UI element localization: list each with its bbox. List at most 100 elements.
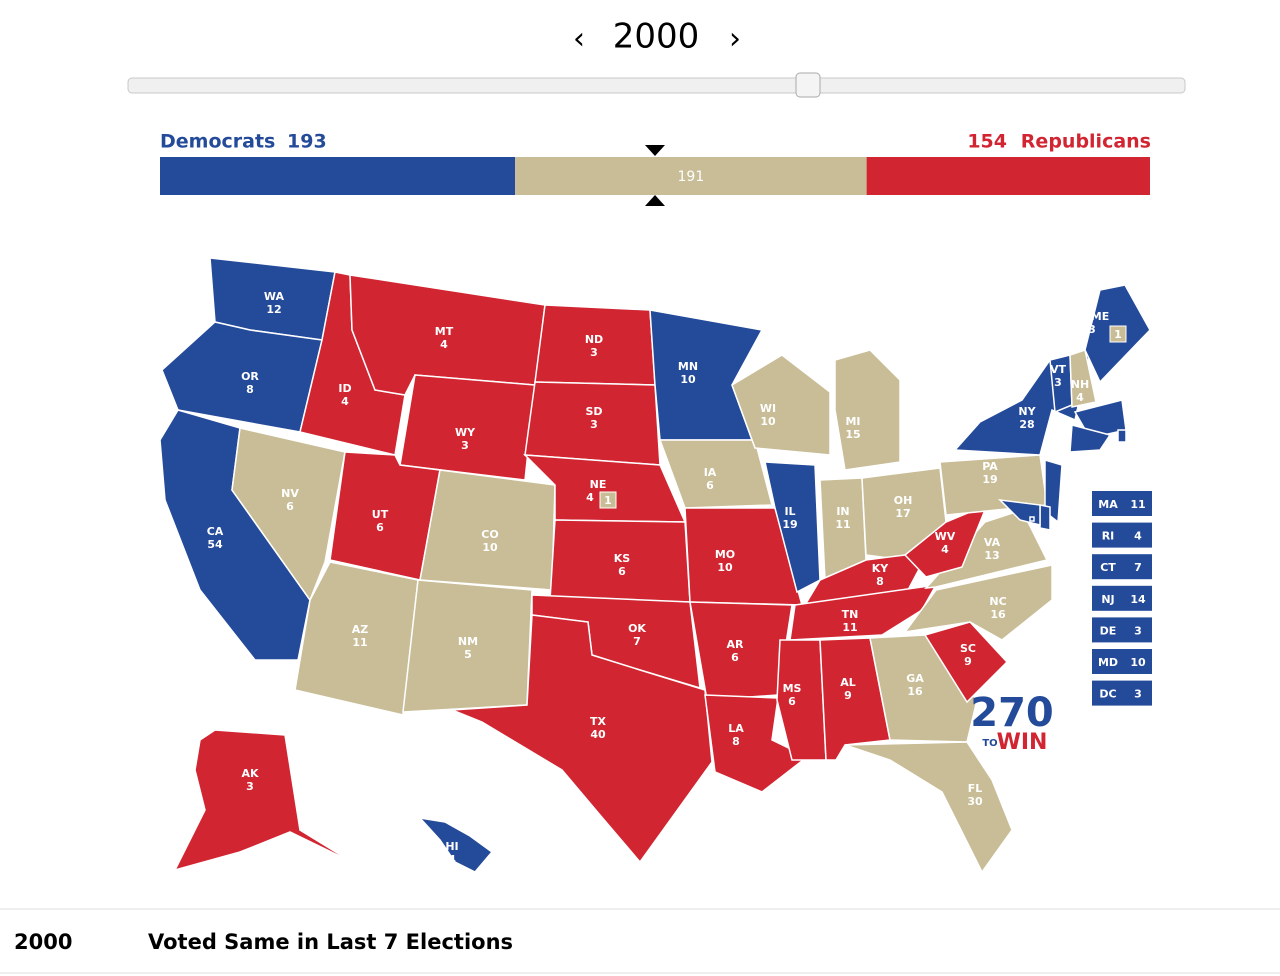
state xyxy=(231,427,346,602)
state-votes: 16 xyxy=(907,685,923,698)
state-box[interactable] xyxy=(1092,522,1152,548)
state-votes: 4 xyxy=(1076,391,1084,404)
state-abbr: LA xyxy=(728,722,744,735)
state-abbr: HI xyxy=(445,840,458,853)
state-votes: 17 xyxy=(895,507,910,520)
state-abbr: TX xyxy=(590,715,607,728)
slider-track[interactable] xyxy=(127,77,1186,94)
state-votes: 4 xyxy=(341,395,349,408)
state-abbr: MD xyxy=(1098,656,1118,669)
state-votes: 14 xyxy=(1130,593,1146,606)
state-votes: 3 xyxy=(1088,323,1096,336)
state-votes: 8 xyxy=(732,735,740,748)
marker-270 xyxy=(645,195,665,206)
state-abbr: DE xyxy=(1100,624,1117,637)
state-abbr: WY xyxy=(455,426,476,439)
state-abbr: NM xyxy=(458,635,478,648)
state-abbr: SD xyxy=(585,405,602,418)
state-abbr: ID xyxy=(338,382,351,395)
state-votes: 6 xyxy=(618,565,626,578)
state-abbr: IN xyxy=(836,505,849,518)
state-votes: 6 xyxy=(286,500,294,513)
state-abbr: FL xyxy=(968,782,983,795)
state-votes: 7 xyxy=(1134,561,1142,574)
state-abbr: NE xyxy=(590,478,607,491)
state-abbr: NC xyxy=(989,595,1006,608)
footer-year: 2000 xyxy=(14,930,72,954)
marker-270 xyxy=(645,145,665,156)
slider-thumb[interactable] xyxy=(795,72,821,98)
state-abbr: NH xyxy=(1071,378,1089,391)
state-abbr: UT xyxy=(372,508,389,521)
state-votes: 40 xyxy=(590,728,606,741)
state xyxy=(776,639,827,761)
state-box[interactable] xyxy=(1092,491,1152,516)
state-abbr: MS xyxy=(783,682,802,695)
state-abbr: NY xyxy=(1018,405,1036,418)
state-votes: 11 xyxy=(842,621,857,634)
state-votes: 4 xyxy=(941,543,949,556)
rep-label: Republicans xyxy=(1021,131,1151,153)
state-votes: 4 xyxy=(586,491,594,504)
state-votes: 15 xyxy=(845,428,860,441)
state-votes: 3 xyxy=(246,780,254,793)
state-abbr: MT xyxy=(435,325,454,338)
state-abbr: NV xyxy=(281,487,299,500)
state-abbr: MI xyxy=(845,415,860,428)
state-votes: 10 xyxy=(680,373,696,386)
state xyxy=(418,816,494,873)
state-votes: 4 xyxy=(448,853,456,866)
state xyxy=(689,601,793,701)
state-box[interactable] xyxy=(1092,554,1152,580)
state-abbr: KY xyxy=(872,562,890,575)
state-votes: 9 xyxy=(844,689,852,702)
state-abbr: MN xyxy=(678,360,698,373)
state xyxy=(1117,429,1127,443)
tossup-total: 191 xyxy=(678,169,705,185)
state-votes: 19 xyxy=(782,518,797,531)
state-abbr: VA xyxy=(984,536,1001,549)
split-box xyxy=(1109,325,1127,343)
state xyxy=(923,621,1009,704)
state-abbr: TN xyxy=(842,608,859,621)
state xyxy=(658,439,773,509)
next-year[interactable]: › xyxy=(729,22,741,57)
state-box[interactable] xyxy=(1092,617,1152,643)
logo-number: 270 xyxy=(970,690,1054,736)
state-abbr: DC xyxy=(1099,688,1116,701)
state-box[interactable] xyxy=(1092,585,1152,611)
state xyxy=(1069,424,1112,453)
state-abbr: CO xyxy=(481,528,498,541)
state-abbr: OH xyxy=(894,494,913,507)
state-votes: 10 xyxy=(717,561,733,574)
state-box[interactable] xyxy=(1092,649,1152,674)
state-abbr: VT xyxy=(1050,363,1067,376)
state-votes: 19 xyxy=(982,473,997,486)
state-votes: 11 xyxy=(1130,498,1145,511)
state xyxy=(731,354,831,456)
state-abbr: SC xyxy=(960,642,976,655)
state-abbr: ND xyxy=(585,333,603,346)
state xyxy=(1029,516,1035,522)
state xyxy=(1069,349,1097,408)
rep-total: 154 xyxy=(967,131,1007,153)
state-votes: 5 xyxy=(464,648,472,661)
state xyxy=(903,564,1053,641)
state xyxy=(451,614,713,864)
state-box[interactable] xyxy=(1092,680,1152,706)
state-votes: 4 xyxy=(1134,530,1142,543)
state-votes: 3 xyxy=(1054,376,1062,389)
state xyxy=(764,461,821,594)
state-votes: 8 xyxy=(876,575,884,588)
state xyxy=(1039,504,1051,531)
state-abbr: AL xyxy=(840,676,856,689)
state-abbr: PA xyxy=(982,460,998,473)
state-votes: 3 xyxy=(1134,688,1142,701)
state-abbr: AR xyxy=(727,638,745,651)
prev-year[interactable]: ‹ xyxy=(573,22,585,57)
state-votes: 10 xyxy=(1130,656,1146,669)
state-votes: 11 xyxy=(835,518,850,531)
dem-bar xyxy=(160,157,516,195)
state xyxy=(844,741,1013,874)
